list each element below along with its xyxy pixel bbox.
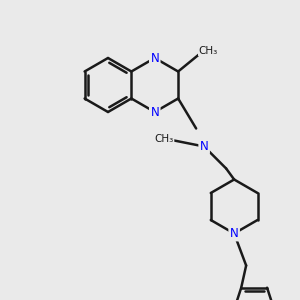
Text: N: N	[150, 52, 159, 64]
Text: CH₃: CH₃	[154, 134, 174, 143]
Text: N: N	[150, 106, 159, 118]
Text: N: N	[230, 227, 239, 240]
Text: N: N	[200, 140, 208, 153]
Text: CH₃: CH₃	[199, 46, 218, 56]
